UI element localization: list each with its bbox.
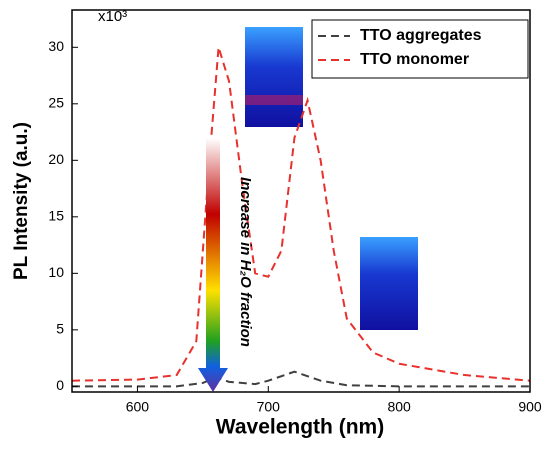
legend-label: TTO monomer	[360, 51, 469, 68]
y-tick-label: 20	[48, 151, 64, 167]
x-tick-label: 900	[518, 399, 542, 415]
x-tick-label: 600	[126, 399, 150, 415]
arrow	[198, 138, 228, 392]
x-tick-label: 800	[387, 399, 411, 415]
data-line	[72, 370, 530, 388]
annotation: Increase in H₂O fraction	[237, 177, 254, 347]
plot-frame	[71, 9, 531, 393]
vial-photo	[360, 237, 418, 330]
x-tick-label: 700	[257, 399, 281, 415]
y-tick-label: 10	[48, 264, 64, 280]
y-axis-label: PL Intensity (a.u.)	[11, 122, 32, 280]
y-tick-label: 0	[56, 377, 64, 393]
x-axis-label: Wavelength (nm)	[216, 416, 384, 439]
y-tick-label: 5	[56, 321, 64, 337]
legend-label: TTO aggregates	[360, 27, 482, 44]
y-tick-label: 30	[48, 38, 64, 54]
y-tick-label: 15	[48, 208, 64, 224]
vial-band	[245, 95, 303, 105]
y-tick-label: 25	[48, 95, 64, 111]
data-line	[71, 47, 531, 382]
multiplier: x10³	[98, 8, 127, 25]
legend	[311, 19, 529, 79]
vial-photo	[245, 27, 303, 127]
